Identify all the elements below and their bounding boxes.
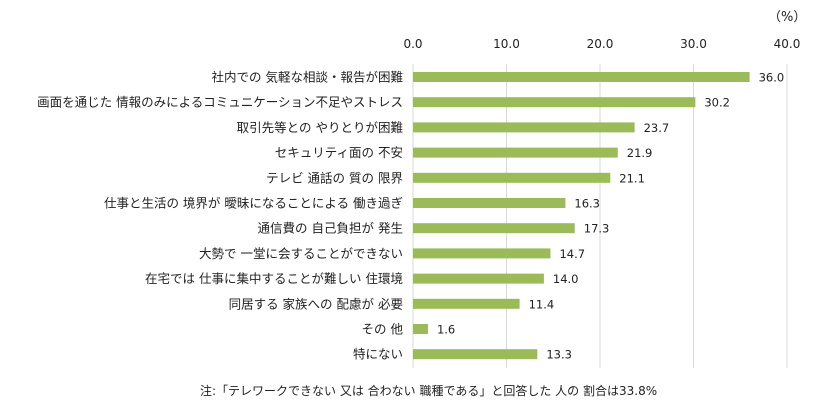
bar bbox=[413, 273, 544, 284]
x-axis-ticks: 0.0 10.0 20.0 30.0 40.0 bbox=[403, 37, 800, 51]
x-tick-label: 0.0 bbox=[403, 37, 422, 51]
category-label: 画面を通じた 情報のみによるコミュニケーション不足やストレス bbox=[37, 95, 403, 110]
bar bbox=[413, 324, 428, 334]
category-label: 在宅では 仕事に集中することが難しい 住環境 bbox=[145, 271, 403, 286]
data-label: 21.1 bbox=[619, 171, 645, 185]
bar bbox=[413, 248, 551, 259]
bar bbox=[413, 298, 520, 309]
category-label: セキュリティ面の 不安 bbox=[275, 145, 403, 160]
data-label: 23.7 bbox=[644, 121, 670, 135]
bar bbox=[413, 198, 566, 208]
bar bbox=[413, 122, 635, 133]
data-label: 36.0 bbox=[759, 71, 785, 85]
bar bbox=[413, 349, 538, 360]
category-label: 仕事と生活の 境界が 曖昧になることによる 働き過ぎ bbox=[104, 196, 403, 211]
data-label: 11.4 bbox=[529, 297, 555, 311]
data-label: 14.0 bbox=[553, 272, 579, 286]
category-label: 特にない bbox=[353, 347, 403, 362]
bar bbox=[413, 172, 611, 183]
data-label: 1.6 bbox=[437, 323, 455, 337]
category-label: 通信費の 自己負担が 発生 bbox=[258, 221, 403, 236]
bar bbox=[413, 223, 575, 234]
category-label: 取引先等との やりとりが困難 bbox=[237, 120, 403, 135]
value-labels: 36.0 30.2 23.7 21.9 21.1 16.3 17.3 14.7 14.0 11.4… bbox=[437, 71, 784, 362]
data-label: 30.2 bbox=[704, 96, 730, 110]
footnote: 注:「テレワークできない 又は 合わない 職種である」と回答した 人の 割合は3… bbox=[200, 384, 658, 398]
bar bbox=[413, 97, 696, 108]
category-label: 社内での 気軽な相談・報告が困難 bbox=[212, 70, 403, 85]
data-label: 13.3 bbox=[546, 348, 572, 362]
bar bbox=[413, 72, 750, 82]
data-label: 21.9 bbox=[627, 146, 653, 160]
category-label: テレビ 通話の 質の 限界 bbox=[266, 170, 403, 185]
category-label: 同居する 家族への 配慮が 必要 bbox=[229, 296, 403, 311]
data-label: 16.3 bbox=[574, 197, 600, 211]
x-tick-label: 10.0 bbox=[493, 37, 520, 51]
bar-chart: 0.0 10.0 20.0 30.0 40.0 社内での 気軽な相談・報告が困難画面を通… bbox=[37, 37, 800, 368]
category-label: その 他 bbox=[362, 322, 404, 337]
unit-label: （%） bbox=[768, 10, 807, 25]
x-tick-label: 20.0 bbox=[587, 37, 614, 51]
bars bbox=[413, 72, 750, 360]
data-label: 17.3 bbox=[584, 222, 610, 236]
x-tick-label: 40.0 bbox=[774, 37, 801, 51]
bar bbox=[413, 147, 618, 158]
data-label: 14.7 bbox=[559, 247, 585, 261]
grid-layer bbox=[412, 64, 788, 368]
x-tick-label: 30.0 bbox=[680, 37, 707, 51]
category-label: 大勢で 一堂に会することができない bbox=[199, 246, 403, 261]
